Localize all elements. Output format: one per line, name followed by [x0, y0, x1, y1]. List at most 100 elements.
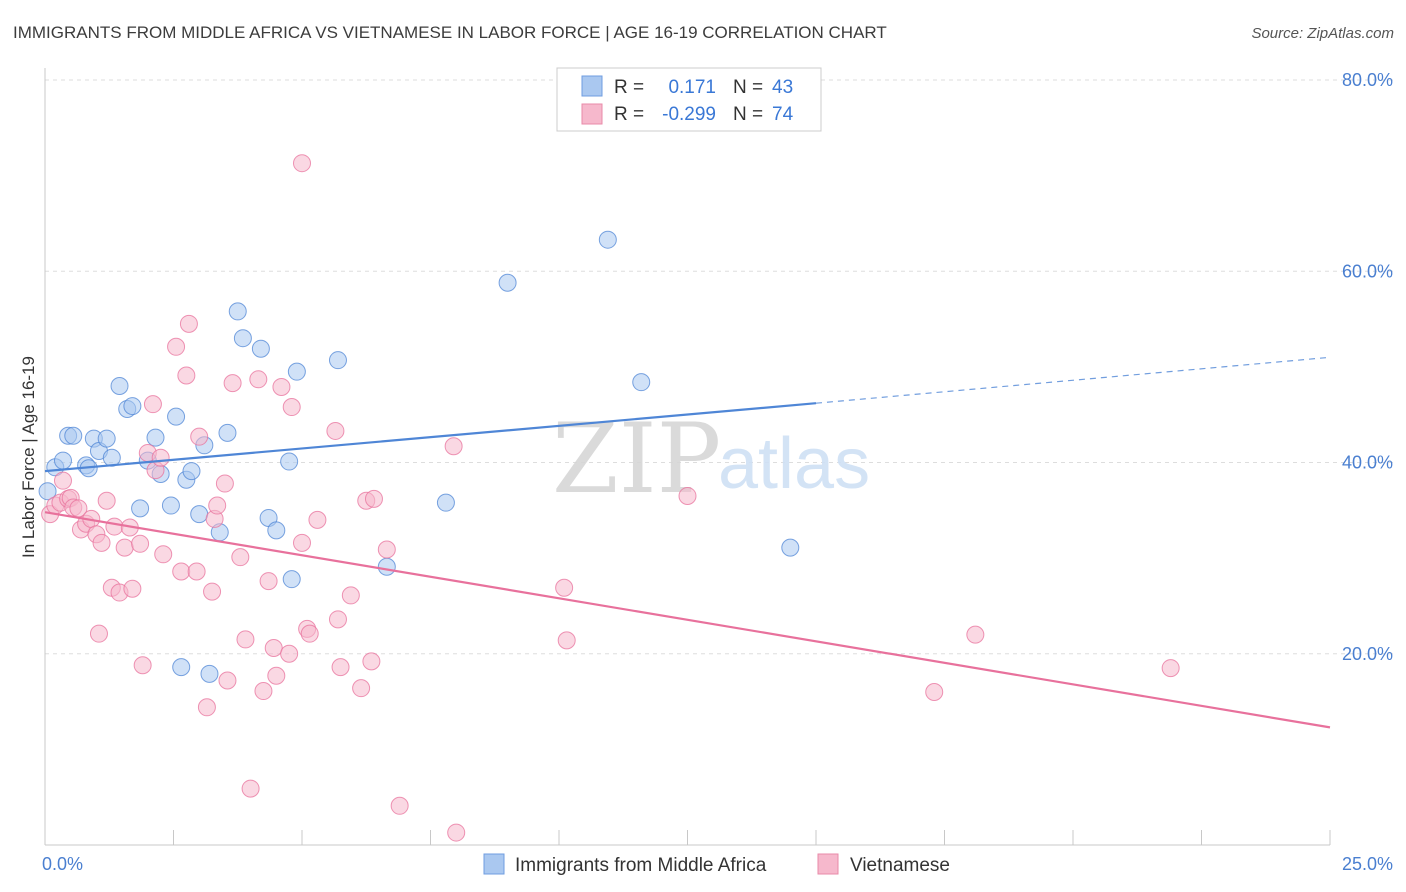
point-middle-africa-4 — [64, 426, 83, 445]
y-axis-label: In Labor Force | Age 16-19 — [19, 356, 38, 558]
point-middle-africa-41 — [632, 373, 651, 392]
point-vietnamese-3 — [53, 471, 72, 490]
point-vietnamese-34 — [197, 698, 216, 717]
point-vietnamese-42 — [236, 630, 255, 649]
point-middle-africa-13 — [123, 397, 142, 416]
point-middle-africa-29 — [233, 329, 252, 348]
stats-r-value-blue: 0.171 — [668, 77, 716, 98]
source-label: Source: ZipAtlas.com — [1251, 25, 1394, 42]
legend: Immigrants from Middle Africa Vietnamese — [483, 853, 950, 876]
point-vietnamese-26 — [151, 448, 170, 467]
point-vietnamese-39 — [218, 671, 237, 690]
point-vietnamese-60 — [341, 586, 360, 605]
point-middle-africa-28 — [228, 302, 247, 321]
point-vietnamese-32 — [187, 562, 206, 581]
point-vietnamese-12 — [89, 624, 108, 643]
point-vietnamese-53 — [293, 533, 311, 552]
point-vietnamese-37 — [208, 496, 227, 515]
point-vietnamese-14 — [97, 491, 116, 510]
point-vietnamese-61 — [352, 679, 371, 698]
stats-r-label-pink: R = — [614, 104, 644, 125]
point-middle-africa-2 — [53, 451, 72, 470]
chart-title: IMMIGRANTS FROM MIDDLE AFRICA VS VIETNAM… — [13, 23, 887, 42]
stats-box: R = 0.171 N = 43 R = -0.299 N = 74 — [556, 67, 822, 132]
stats-n-value-pink: 74 — [772, 104, 794, 125]
x-tick-labels: 0.0% 25.0% — [42, 854, 1393, 874]
point-vietnamese-70 — [557, 631, 576, 650]
x-tick-label-1: 25.0% — [1342, 854, 1393, 874]
point-vietnamese-35 — [203, 582, 222, 601]
point-vietnamese-72 — [925, 683, 944, 701]
point-vietnamese-48 — [267, 666, 286, 685]
point-middle-africa-39 — [498, 273, 517, 292]
point-vietnamese-58 — [328, 610, 347, 629]
stats-swatch-blue — [581, 75, 603, 97]
point-vietnamese-43 — [241, 779, 260, 798]
point-vietnamese-31 — [179, 314, 198, 333]
point-middle-africa-0 — [38, 482, 57, 501]
point-vietnamese-13 — [92, 533, 111, 552]
point-middle-africa-16 — [146, 428, 165, 447]
point-vietnamese-73 — [966, 625, 985, 644]
point-vietnamese-24 — [143, 395, 162, 414]
point-middle-africa-42 — [781, 538, 800, 557]
point-vietnamese-63 — [362, 652, 381, 671]
point-vietnamese-71 — [678, 486, 697, 505]
x-ticks — [44, 830, 1331, 845]
legend-swatch-vietnamese — [817, 853, 839, 875]
point-middle-africa-27 — [218, 423, 237, 442]
legend-label-middle-africa: Immigrants from Middle Africa — [515, 855, 767, 876]
point-vietnamese-51 — [282, 398, 301, 417]
point-vietnamese-33 — [190, 427, 209, 446]
point-vietnamese-44 — [249, 370, 268, 389]
x-tick-label-0: 0.0% — [42, 854, 83, 874]
point-vietnamese-55 — [300, 624, 319, 643]
point-middle-africa-18 — [161, 496, 180, 515]
point-middle-africa-30 — [251, 339, 270, 358]
legend-label-vietnamese: Vietnamese — [850, 855, 950, 876]
point-vietnamese-28 — [167, 337, 186, 356]
watermark: ZIP atlas — [552, 403, 870, 515]
stats-r-value-pink: -0.299 — [662, 104, 716, 125]
point-vietnamese-52 — [293, 154, 311, 173]
stats-r-label-blue: R = — [614, 77, 644, 98]
point-vietnamese-27 — [154, 545, 173, 564]
point-vietnamese-45 — [254, 682, 273, 701]
y-tick-label-2: 60.0% — [1342, 261, 1393, 281]
point-vietnamese-56 — [308, 510, 327, 529]
data-points — [38, 154, 1180, 842]
point-middle-africa-14 — [131, 499, 150, 518]
point-middle-africa-23 — [190, 505, 209, 524]
point-vietnamese-59 — [331, 658, 350, 677]
point-middle-africa-36 — [328, 351, 347, 370]
point-middle-africa-35 — [287, 362, 306, 381]
point-middle-africa-32 — [267, 521, 286, 540]
point-middle-africa-33 — [280, 452, 299, 471]
point-vietnamese-57 — [326, 421, 345, 440]
point-vietnamese-40 — [223, 374, 242, 393]
point-middle-africa-37 — [377, 557, 396, 576]
point-middle-africa-25 — [200, 664, 219, 683]
stats-n-value-blue: 43 — [772, 77, 793, 98]
trend-line-middle-africa-extension — [815, 356, 1331, 404]
point-middle-africa-38 — [436, 493, 455, 512]
point-middle-africa-20 — [172, 658, 191, 677]
point-vietnamese-65 — [377, 540, 396, 559]
trend-line-middle-africa — [44, 402, 817, 473]
point-vietnamese-22 — [133, 656, 152, 675]
point-vietnamese-30 — [177, 366, 196, 385]
point-middle-africa-40 — [598, 230, 617, 249]
point-vietnamese-68 — [447, 823, 466, 842]
stats-n-label-pink: N = — [733, 104, 763, 125]
trend-lines — [44, 356, 1331, 729]
watermark-atlas: atlas — [718, 424, 870, 504]
point-vietnamese-69 — [555, 578, 574, 597]
y-tick-labels: 20.0% 40.0% 60.0% 80.0% — [1342, 70, 1393, 664]
point-vietnamese-41 — [231, 548, 250, 567]
trend-line-vietnamese — [44, 511, 1331, 729]
point-vietnamese-74 — [1161, 659, 1180, 678]
grid-lines — [45, 79, 1394, 655]
point-vietnamese-38 — [215, 474, 234, 493]
point-middle-africa-9 — [97, 429, 116, 448]
